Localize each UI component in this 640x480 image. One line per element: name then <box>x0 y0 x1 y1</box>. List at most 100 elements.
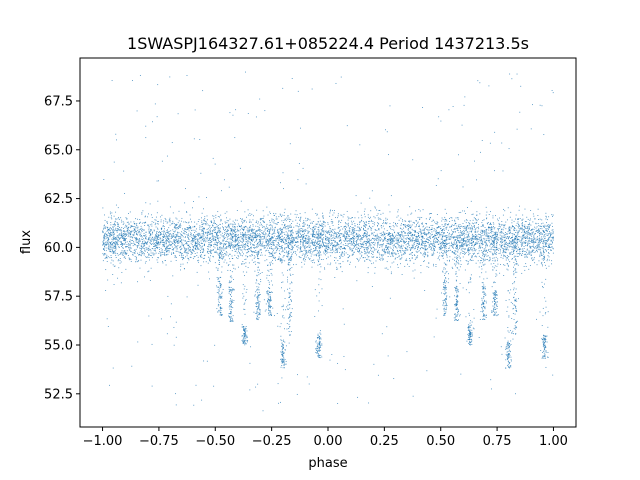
data-point <box>181 252 183 254</box>
data-point <box>401 231 403 233</box>
data-point <box>302 236 304 238</box>
data-point <box>226 233 228 235</box>
data-point <box>551 243 553 245</box>
data-point <box>492 237 494 239</box>
data-point <box>344 230 346 232</box>
data-point <box>387 232 389 234</box>
data-point <box>377 241 379 243</box>
data-point <box>447 229 449 231</box>
data-point <box>357 235 359 237</box>
data-point <box>471 214 473 216</box>
data-point <box>293 226 295 228</box>
data-point <box>439 255 441 257</box>
data-point <box>550 233 552 235</box>
data-point <box>102 253 104 255</box>
data-point <box>186 234 188 236</box>
data-point <box>492 245 494 246</box>
data-point <box>174 227 176 229</box>
data-point <box>340 226 342 227</box>
data-point <box>119 218 120 220</box>
data-point <box>541 226 542 228</box>
data-point <box>330 209 332 211</box>
data-point <box>245 258 247 260</box>
data-point <box>239 229 241 231</box>
data-point <box>336 268 337 270</box>
data-point <box>452 236 454 238</box>
data-point <box>228 238 230 240</box>
data-point <box>517 221 519 223</box>
data-point <box>303 258 304 260</box>
data-point <box>277 232 279 233</box>
data-point <box>399 234 401 235</box>
data-point <box>524 226 526 228</box>
data-point <box>415 235 417 237</box>
data-point <box>181 254 183 256</box>
data-point <box>218 246 220 248</box>
data-point <box>118 225 120 227</box>
data-point <box>158 252 160 254</box>
data-point <box>313 248 315 249</box>
data-point <box>485 243 487 245</box>
data-point <box>497 239 499 240</box>
data-point <box>350 242 352 244</box>
data-point <box>116 230 118 232</box>
data-point <box>429 213 430 215</box>
data-point <box>365 233 367 235</box>
data-point <box>167 237 169 238</box>
data-point <box>175 238 177 240</box>
data-point <box>378 210 380 211</box>
data-point <box>280 240 282 242</box>
data-point <box>124 238 126 240</box>
data-point <box>412 239 413 241</box>
data-point <box>530 246 532 247</box>
data-point <box>547 233 549 235</box>
data-point <box>442 256 444 257</box>
data-point <box>171 236 173 238</box>
data-point <box>344 228 346 229</box>
data-point <box>542 230 544 232</box>
data-point <box>366 231 368 233</box>
data-point <box>311 240 313 242</box>
data-point <box>369 259 370 261</box>
data-point <box>378 236 380 238</box>
data-point <box>440 243 442 245</box>
data-point <box>285 218 286 220</box>
data-point <box>136 237 138 239</box>
data-point <box>390 233 392 235</box>
data-point <box>484 241 486 243</box>
data-point <box>469 259 471 261</box>
data-point <box>166 222 168 224</box>
data-point <box>497 240 499 241</box>
data-point <box>162 254 164 255</box>
data-point <box>290 219 292 221</box>
data-point <box>411 255 413 257</box>
data-point <box>106 221 108 223</box>
data-point <box>160 232 162 234</box>
data-point <box>464 213 466 214</box>
data-point <box>104 245 106 247</box>
data-point <box>308 246 310 248</box>
data-point <box>300 249 302 251</box>
data-point <box>345 239 347 241</box>
data-point <box>528 232 530 233</box>
data-point <box>312 245 314 247</box>
data-point <box>303 241 305 243</box>
data-point <box>292 241 294 243</box>
data-point <box>501 231 503 233</box>
data-point <box>506 247 508 249</box>
data-point <box>225 241 227 242</box>
data-point <box>456 225 458 227</box>
data-point <box>217 227 219 228</box>
data-point <box>183 251 185 253</box>
data-point <box>318 217 320 219</box>
data-point <box>237 249 239 251</box>
data-point <box>117 222 119 224</box>
data-point <box>482 226 484 227</box>
data-point <box>252 225 254 227</box>
data-point <box>427 229 429 231</box>
data-point <box>208 242 210 244</box>
data-point <box>235 240 237 241</box>
data-point <box>550 249 551 251</box>
data-point <box>226 217 227 219</box>
data-point <box>504 248 506 250</box>
